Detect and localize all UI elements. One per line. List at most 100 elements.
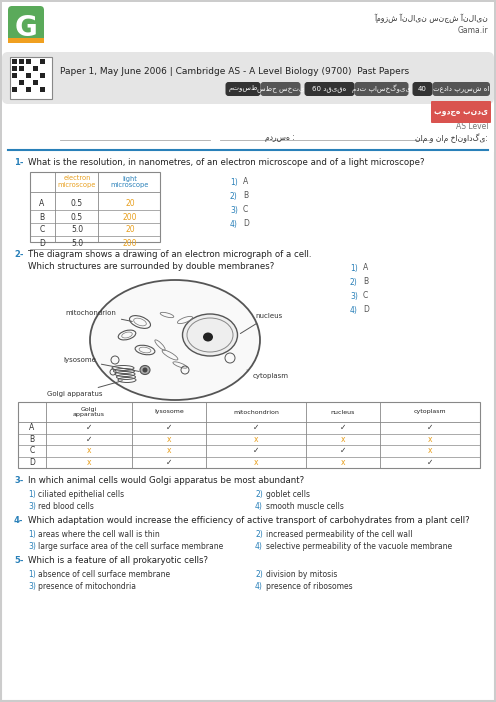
Bar	[2, 128, 494, 152]
Text: x: x	[341, 435, 345, 444]
Text: 2): 2)	[230, 192, 238, 201]
Text: ciliated epithelial cells: ciliated epithelial cells	[38, 490, 124, 499]
Bar	[8, 38, 44, 43]
Text: C: C	[243, 206, 248, 215]
Ellipse shape	[203, 333, 213, 341]
FancyBboxPatch shape	[433, 82, 490, 96]
Text: آموزش آنلاین سنجش آنلاین: آموزش آنلاین سنجش آنلاین	[374, 14, 488, 23]
Bar	[30, 172, 160, 242]
Text: C: C	[29, 446, 35, 456]
Text: 1): 1)	[28, 570, 36, 579]
Text: مدت پاسخگویی: مدت پاسخگویی	[352, 85, 411, 93]
Text: A: A	[363, 263, 368, 272]
Text: Which adaptation would increase the efficiency of active transport of carbohydra: Which adaptation would increase the effi…	[28, 516, 470, 525]
Ellipse shape	[187, 318, 233, 352]
Bar	[10, 57, 52, 99]
Text: ✓: ✓	[427, 458, 433, 467]
Bar	[33, 80, 38, 85]
Text: large surface area of the cell surface membrane: large surface area of the cell surface m…	[38, 542, 223, 551]
Text: Golgi
apparatus: Golgi apparatus	[73, 406, 105, 418]
Bar	[26, 87, 31, 92]
FancyBboxPatch shape	[2, 52, 494, 104]
Text: 1-: 1-	[14, 158, 23, 167]
Text: 2-: 2-	[14, 250, 23, 259]
Bar	[40, 87, 45, 92]
Text: D: D	[39, 239, 45, 248]
Bar	[18, 402, 480, 468]
Text: 2): 2)	[255, 490, 263, 499]
Text: C: C	[363, 291, 368, 300]
Text: lysosome: lysosome	[154, 409, 184, 414]
Text: mitochondrion: mitochondrion	[65, 310, 132, 322]
Text: مدرسه :: مدرسه :	[265, 133, 295, 143]
Text: ✓: ✓	[340, 423, 346, 432]
Text: A: A	[39, 199, 45, 208]
Bar	[2, 104, 494, 134]
Text: ✓: ✓	[166, 458, 172, 467]
Text: Gama.ir: Gama.ir	[457, 26, 488, 35]
Text: ✓: ✓	[86, 423, 92, 432]
Text: presence of ribosomes: presence of ribosomes	[266, 582, 353, 591]
Text: What is the resolution, in nanometres, of an electron microscope and of a light : What is the resolution, in nanometres, o…	[28, 158, 425, 167]
Text: بودجه بندی: بودجه بندی	[434, 107, 488, 117]
Text: C: C	[39, 225, 45, 234]
Text: تعداد پرسش ها: تعداد پرسش ها	[433, 86, 490, 93]
Text: 1): 1)	[230, 178, 238, 187]
Text: 40: 40	[418, 86, 427, 92]
Ellipse shape	[90, 280, 260, 400]
Text: Which is a feature of all prokaryotic cells?: Which is a feature of all prokaryotic ce…	[28, 556, 208, 565]
Text: light
microscope: light microscope	[111, 176, 149, 189]
Text: The diagram shows a drawing of an electron micrograph of a cell.: The diagram shows a drawing of an electr…	[28, 250, 311, 259]
Text: presence of mitochondria: presence of mitochondria	[38, 582, 136, 591]
Text: 2): 2)	[255, 530, 263, 539]
Text: Which structures are surrounded by double membranes?: Which structures are surrounded by doubl…	[28, 262, 274, 271]
Text: B: B	[29, 435, 35, 444]
Text: increased permeability of the cell wall: increased permeability of the cell wall	[266, 530, 413, 539]
Text: mitochondrion: mitochondrion	[233, 409, 279, 414]
Text: ✓: ✓	[427, 423, 433, 432]
Text: 1): 1)	[350, 263, 358, 272]
Text: x: x	[428, 435, 432, 444]
Bar	[19, 66, 24, 71]
Text: Paper 1, May June 2006 | Cambridge AS - A Level Biology (9700)  Past Papers: Paper 1, May June 2006 | Cambridge AS - …	[60, 67, 409, 76]
FancyBboxPatch shape	[431, 101, 491, 123]
FancyBboxPatch shape	[413, 82, 433, 96]
Text: 4): 4)	[230, 220, 238, 228]
Text: 1): 1)	[28, 490, 36, 499]
Text: red blood cells: red blood cells	[38, 502, 94, 511]
Bar	[12, 66, 17, 71]
FancyBboxPatch shape	[226, 82, 260, 96]
Text: Golgi apparatus: Golgi apparatus	[47, 380, 123, 397]
Text: smooth muscle cells: smooth muscle cells	[266, 502, 344, 511]
Text: B: B	[363, 277, 368, 286]
Text: D: D	[29, 458, 35, 467]
FancyBboxPatch shape	[8, 6, 44, 42]
Text: nucleus: nucleus	[241, 313, 282, 333]
Text: 4): 4)	[255, 542, 263, 551]
FancyBboxPatch shape	[355, 82, 409, 96]
Bar	[26, 73, 31, 78]
Ellipse shape	[140, 366, 150, 374]
Bar	[12, 59, 17, 64]
FancyBboxPatch shape	[305, 82, 355, 96]
Text: x: x	[341, 458, 345, 467]
Text: 3): 3)	[230, 206, 238, 215]
Text: ✓: ✓	[86, 435, 92, 444]
Text: 3): 3)	[28, 542, 36, 551]
Bar	[19, 80, 24, 85]
Text: G: G	[14, 14, 37, 42]
Text: selective permeability of the vacuole membrane: selective permeability of the vacuole me…	[266, 542, 452, 551]
Text: 0.5: 0.5	[71, 199, 83, 208]
Text: lysosome: lysosome	[63, 357, 139, 371]
Text: goblet cells: goblet cells	[266, 490, 310, 499]
Text: 20: 20	[125, 199, 135, 208]
Bar	[33, 66, 38, 71]
Text: سطح سختی: سطح سختی	[257, 86, 304, 93]
Text: نام و نام خانوادگی:: نام و نام خانوادگی:	[415, 133, 488, 143]
Text: 3): 3)	[350, 291, 358, 300]
Text: 4-: 4-	[14, 516, 23, 525]
Text: x: x	[167, 446, 171, 456]
Text: 3): 3)	[28, 502, 36, 511]
Ellipse shape	[142, 368, 147, 373]
Text: 1): 1)	[28, 530, 36, 539]
